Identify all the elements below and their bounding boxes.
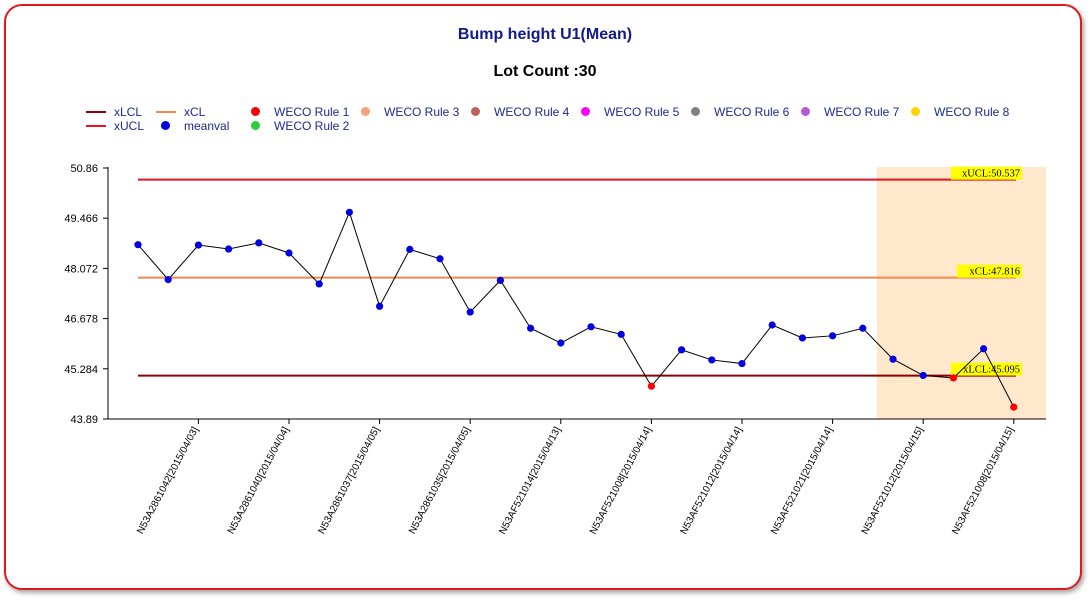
x-tick-label: N53A2861035[2015/04/05] <box>407 425 473 536</box>
meanval-point <box>617 330 625 338</box>
xcl-label-box <box>957 264 1022 278</box>
legend-dot-weco-rule-4 <box>471 107 480 116</box>
y-tick-label: 46.678 <box>64 314 98 326</box>
xucl-label-box <box>950 166 1022 180</box>
meanval-point <box>376 302 384 310</box>
meanval-point <box>678 346 686 354</box>
legend-label-weco-rule-4: WECO Rule 4 <box>494 105 570 119</box>
meanval-point <box>829 332 837 340</box>
legend-label-weco-rule-1: WECO Rule 1 <box>274 105 350 119</box>
highlight-region <box>876 167 1046 419</box>
meanval-point <box>255 239 263 247</box>
legend-dot-weco-rule-1 <box>251 107 260 116</box>
legend-label-xcl: xCL <box>184 105 206 119</box>
meanval-point <box>285 249 293 257</box>
legend-dot-weco-rule-8 <box>911 107 920 116</box>
xcl-label: xCL:47.816 <box>970 267 1020 278</box>
meanval-point <box>134 241 142 249</box>
legend-line-xlcl <box>86 111 106 113</box>
meanval-point <box>466 308 474 316</box>
x-tick-label: N53AF521008[2015/04/15] <box>950 425 1016 536</box>
legend-dot-weco-rule-5 <box>581 107 590 116</box>
xlcl-label: xLCL:45.095 <box>963 365 1020 376</box>
x-tick-label: N53AF521014[2015/04/13] <box>497 425 563 536</box>
meanval-point <box>557 339 565 347</box>
legend-dot-weco-rule-7 <box>801 107 810 116</box>
legend-label-meanval: meanval <box>184 119 230 133</box>
legend-label-weco-rule-8: WECO Rule 8 <box>934 105 1010 119</box>
x-tick-label: N53AF521021[2015/04/14] <box>769 425 835 536</box>
meanval-point <box>919 371 927 380</box>
meanval-point <box>859 324 867 332</box>
legend-label-weco-rule-2: WECO Rule 2 <box>274 119 350 133</box>
legend-label-weco-rule-3: WECO Rule 3 <box>384 105 460 119</box>
chart-title: Bump height U1(Mean) <box>457 26 633 43</box>
meanval-point <box>738 359 746 368</box>
x-tick-label: N53AF521012[2015/04/15] <box>860 425 926 536</box>
legend-label-xlcl: xLCL <box>114 105 143 119</box>
legend-label-weco-rule-5: WECO Rule 5 <box>604 105 680 119</box>
meanval-point <box>980 345 988 353</box>
weco-rule1-point <box>647 382 656 390</box>
meanval-point <box>194 241 202 249</box>
meanval-line <box>137 210 1015 408</box>
x-tick-label: N53AF521008[2015/04/14] <box>588 425 654 536</box>
legend-line-xucl <box>86 125 106 127</box>
xlcl-label-box <box>950 362 1022 376</box>
legend-label-xucl: xUCL <box>114 119 145 133</box>
x-tick-label: N53A2861037[2015/04/05] <box>316 425 382 536</box>
legend-label-weco-rule-7: WECO Rule 7 <box>824 105 900 119</box>
meanval-point <box>768 321 776 329</box>
weco-rule1-point <box>1010 403 1018 411</box>
legend-line-xcl <box>156 111 176 113</box>
y-tick-label: 43.89 <box>70 414 98 426</box>
weco-rule1-point <box>949 374 958 382</box>
y-tick-label: 49.466 <box>64 213 98 225</box>
legend-dot-weco-rule-6 <box>691 107 700 116</box>
chart-subtitle: Lot Count :30 <box>493 63 597 80</box>
meanval-point <box>406 245 414 253</box>
y-tick-label: 50.86 <box>70 163 98 175</box>
meanval-point <box>708 356 716 364</box>
y-tick-label: 45.284 <box>64 364 98 376</box>
y-tick-label: 48.072 <box>64 263 98 275</box>
x-tick-label: N53A2861040[2015/04/04] <box>226 425 292 536</box>
meanval-point <box>345 208 353 216</box>
meanval-point <box>315 280 323 288</box>
meanval-point <box>889 355 897 363</box>
meanval-point <box>798 334 807 342</box>
x-tick-label: N53AF521012[2015/04/14] <box>679 425 745 536</box>
meanval-point <box>587 323 595 331</box>
xucl-label: xUCL:50.537 <box>962 169 1020 180</box>
meanval-point <box>436 255 444 263</box>
legend-dot-weco-rule-3 <box>361 107 370 116</box>
meanval-point <box>225 245 233 253</box>
x-tick-label: N53A2861042[2015/04/03] <box>135 425 201 536</box>
legend-dot-meanval <box>161 121 170 130</box>
meanval-point <box>527 324 535 332</box>
legend-dot-weco-rule-2 <box>251 121 260 130</box>
meanval-point <box>496 276 504 284</box>
meanval-point <box>164 276 172 284</box>
legend-label-weco-rule-6: WECO Rule 6 <box>714 105 790 119</box>
